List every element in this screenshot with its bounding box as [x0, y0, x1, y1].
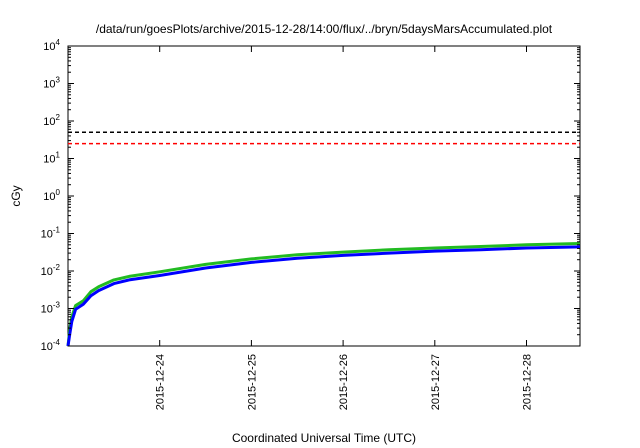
y-tick-label: 104 [43, 38, 60, 53]
y-tick-exponent: -2 [53, 263, 61, 272]
y-tick-base: 10 [41, 304, 53, 316]
series-line-2 [66, 245, 581, 347]
y-tick-base: 10 [43, 41, 55, 53]
y-tick-exponent: -4 [53, 338, 61, 347]
x-axis-label: Coordinated Universal Time (UTC) [232, 431, 416, 445]
data-series [66, 242, 581, 347]
y-tick-exponent: -1 [53, 226, 61, 235]
series-line-1 [66, 242, 581, 347]
y-tick-label: 103 [43, 76, 60, 91]
y-tick-base: 10 [43, 116, 55, 128]
plot-frame [67, 45, 581, 347]
chart-title: /data/run/goesPlots/archive/2015-12-28/1… [96, 22, 553, 36]
x-tick-label: 2015-12-24 [155, 354, 167, 410]
y-tick-label: 102 [43, 113, 60, 128]
y-tick-base: 10 [41, 341, 53, 353]
x-tick-label: 2015-12-28 [522, 354, 534, 410]
y-tick-exponent: 1 [56, 151, 61, 160]
x-tick-label: 2015-12-25 [246, 354, 258, 410]
y-tick-exponent: 3 [56, 76, 61, 85]
y-tick-base: 10 [43, 191, 55, 203]
threshold-lines [68, 131, 580, 145]
y-tick-label: 10-2 [41, 263, 61, 278]
y-tick-exponent: 4 [56, 38, 61, 47]
x-axis-ticks: 2015-12-24 2015-12-25 2015-12-26 2015-12-27… [155, 46, 534, 410]
x-tick-label: 2015-12-26 [338, 354, 350, 410]
y-tick-exponent: 2 [56, 113, 61, 122]
y-axis-label: cGy [9, 185, 23, 206]
y-tick-base: 10 [41, 266, 53, 278]
y-tick-exponent: 0 [56, 188, 61, 197]
y-tick-base: 10 [41, 229, 53, 241]
y-tick-base: 10 [43, 79, 55, 91]
y-tick-label: 10-3 [41, 301, 61, 316]
y-tick-label: 100 [43, 188, 60, 203]
y-tick-label: 10-1 [41, 226, 61, 241]
y-tick-label: 101 [43, 151, 60, 166]
y-tick-base: 10 [43, 154, 55, 166]
y-tick-exponent: -3 [53, 301, 61, 310]
x-tick-label: 2015-12-27 [430, 354, 442, 410]
y-tick-label: 10-4 [41, 338, 61, 353]
